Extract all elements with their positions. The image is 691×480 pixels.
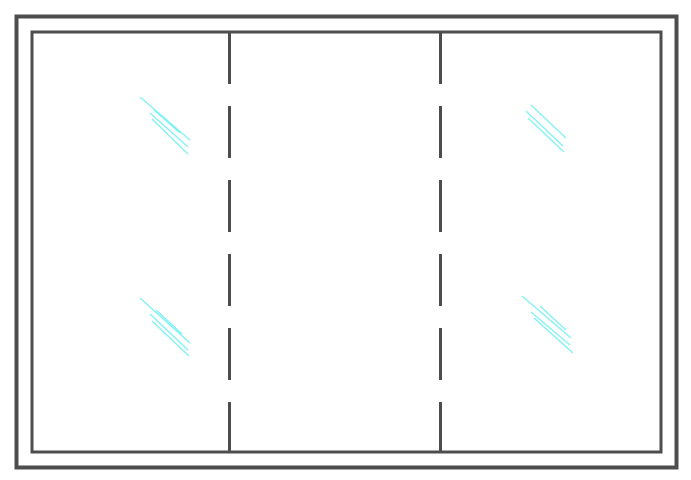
inner-frame: [30, 30, 663, 454]
glass-reflection-mark-top-left: [139, 96, 191, 155]
outer-frame: [14, 14, 679, 470]
glass-reflection-mark-top-right: [525, 104, 567, 153]
glass-reflection-mark-bottom-left: [139, 297, 191, 357]
glass-reflection-mark-bottom-right: [521, 295, 574, 354]
